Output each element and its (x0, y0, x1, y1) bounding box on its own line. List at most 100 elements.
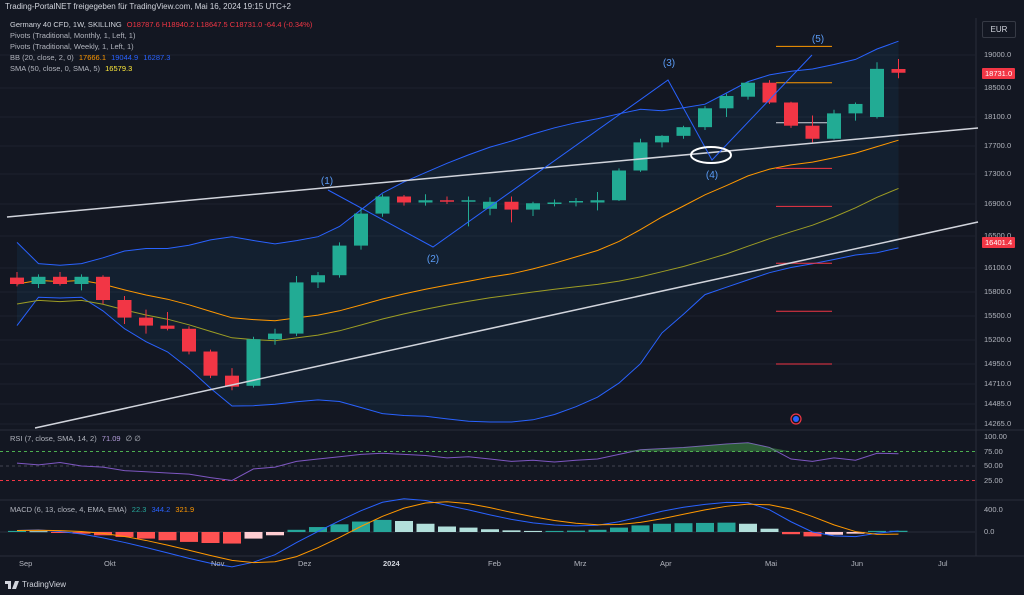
time-tick-label: Mrz (574, 559, 587, 568)
candle-body (332, 245, 347, 276)
candle-body (268, 333, 282, 340)
candle-body (805, 125, 820, 139)
macd-tick-label: 0.0 (984, 527, 995, 536)
price-tick-label: 16900.0 (984, 199, 1012, 208)
bb-legend[interactable]: BB (20, close, 2, 0) 17666.1 19044.9 162… (10, 53, 170, 62)
macd-histogram-bar (545, 530, 564, 532)
macd-histogram-bar (309, 527, 327, 532)
candle-body (354, 213, 368, 246)
brand-label: TradingView (22, 580, 67, 589)
macd-histogram-bar (266, 532, 284, 536)
macd-legend[interactable]: MACD (6, 13, close, 4, EMA, EMA) 22.3 34… (10, 505, 194, 514)
symbol-legend[interactable]: Germany 40 CFD, 1W, SKILLING O18787.6 H1… (10, 20, 312, 29)
candle-body (10, 277, 24, 284)
candle-body (784, 102, 798, 126)
tradingview-brand[interactable]: TradingView (5, 580, 66, 589)
candle-body (676, 127, 691, 136)
wave-label: (2) (427, 254, 439, 265)
currency-button[interactable]: EUR (982, 21, 1016, 38)
macd-histogram-bar (846, 532, 865, 534)
sma-price-tag: 16401.4 (982, 237, 1016, 248)
time-tick-label: Apr (660, 559, 672, 568)
candle-body (483, 201, 497, 209)
time-tick-label: Feb (488, 559, 501, 568)
candle-body (590, 200, 605, 203)
pivots-monthly-legend[interactable]: Pivots (Traditional, Monthly, 1, Left, 1… (10, 31, 136, 40)
lower-trendline (34, 221, 979, 429)
candle-body (848, 103, 863, 114)
bb-label: BB (20, close, 2, 0) (10, 53, 74, 62)
candle-body (547, 202, 562, 204)
macd-histogram-bar (330, 524, 349, 532)
macd-histogram-bar (610, 527, 628, 532)
price-tick-label: 19000.0 (984, 50, 1012, 59)
macd-signal-line (16, 501, 899, 564)
candle-body (698, 108, 712, 128)
price-tick-label: 15800.0 (984, 287, 1012, 296)
macd-tick-label: 400.0 (984, 505, 1003, 514)
candle-body (655, 135, 669, 143)
rsi-extras: ∅ ∅ (125, 434, 141, 443)
macd-line-value: 344.2 (151, 505, 171, 514)
macd-histogram-bar (674, 523, 693, 532)
candle-body (461, 200, 476, 202)
price-tick-label: 17300.0 (984, 169, 1012, 178)
bb-basis-value: 17666.1 (78, 53, 106, 62)
candle-body (870, 68, 884, 117)
candle-body (311, 275, 325, 283)
wave-label: (3) (663, 58, 675, 69)
rsi-overbought-fill (17, 442, 899, 452)
macd-histogram-bar (717, 522, 736, 532)
macd-histogram-bar (868, 530, 886, 532)
price-tick-label: 15200.0 (984, 335, 1012, 344)
rsi-tick-label: 75.00 (984, 446, 1003, 456)
candle-body (633, 142, 648, 171)
upper-trendline (6, 127, 979, 218)
bb-lower-line (16, 247, 899, 423)
candle-body (182, 328, 196, 352)
event-marker-dot (793, 416, 799, 422)
rsi-tick-label: 50.00 (984, 461, 1003, 470)
bb-upper-value: 19044.9 (111, 53, 139, 62)
wave-label: (4) (706, 170, 718, 181)
price-tick-label: 18100.0 (984, 112, 1012, 121)
bb-lower-value: 16287.3 (143, 53, 171, 62)
wave-label: (5) (812, 34, 824, 45)
macd-histogram-bar (395, 521, 413, 532)
candle-body (397, 196, 411, 203)
wave-label: (1) (321, 176, 333, 187)
macd-histogram-bar (502, 530, 521, 532)
macd-histogram-bar (72, 532, 91, 534)
macd-histogram-bar (29, 531, 48, 533)
bb-upper-line (16, 40, 899, 266)
sma-legend[interactable]: SMA (50, close, 0, SMA, 5) 16579.3 (10, 64, 132, 73)
time-tick-label: 2024 (383, 559, 400, 568)
macd-histogram-bar (524, 530, 542, 532)
macd-histogram-bar (696, 522, 714, 532)
candle-body (53, 276, 67, 284)
macd-histogram-bar (137, 532, 155, 539)
macd-histogram-bar (8, 530, 26, 532)
candle-body (74, 276, 89, 284)
macd-signal-value: 321.9 (175, 505, 195, 514)
time-tick-label: Jun (851, 559, 864, 568)
candle-body (139, 317, 153, 326)
time-tick-label: Dez (298, 559, 312, 568)
candle-body (762, 82, 777, 103)
candle-body (246, 339, 261, 386)
elliott-wave-path (327, 54, 813, 248)
rsi-legend[interactable]: RSI (7, close, SMA, 14, 2) 71.09 ∅ ∅ (10, 434, 141, 443)
macd-histogram-bar (653, 523, 671, 532)
tradingview-logo-icon (5, 580, 19, 589)
price-tick-label: 17700.0 (984, 141, 1012, 150)
macd-histogram-bar (438, 526, 456, 532)
sma-value: 16579.3 (105, 64, 133, 73)
candle-body (719, 95, 734, 109)
share-header: Trading-PortalNET freigegeben für Tradin… (5, 2, 292, 11)
macd-histogram-bar (739, 523, 757, 532)
candle-body (569, 201, 583, 203)
candle-body (160, 325, 175, 329)
pivots-weekly-legend[interactable]: Pivots (Traditional, Weekly, 1, Left, 1) (10, 42, 134, 51)
